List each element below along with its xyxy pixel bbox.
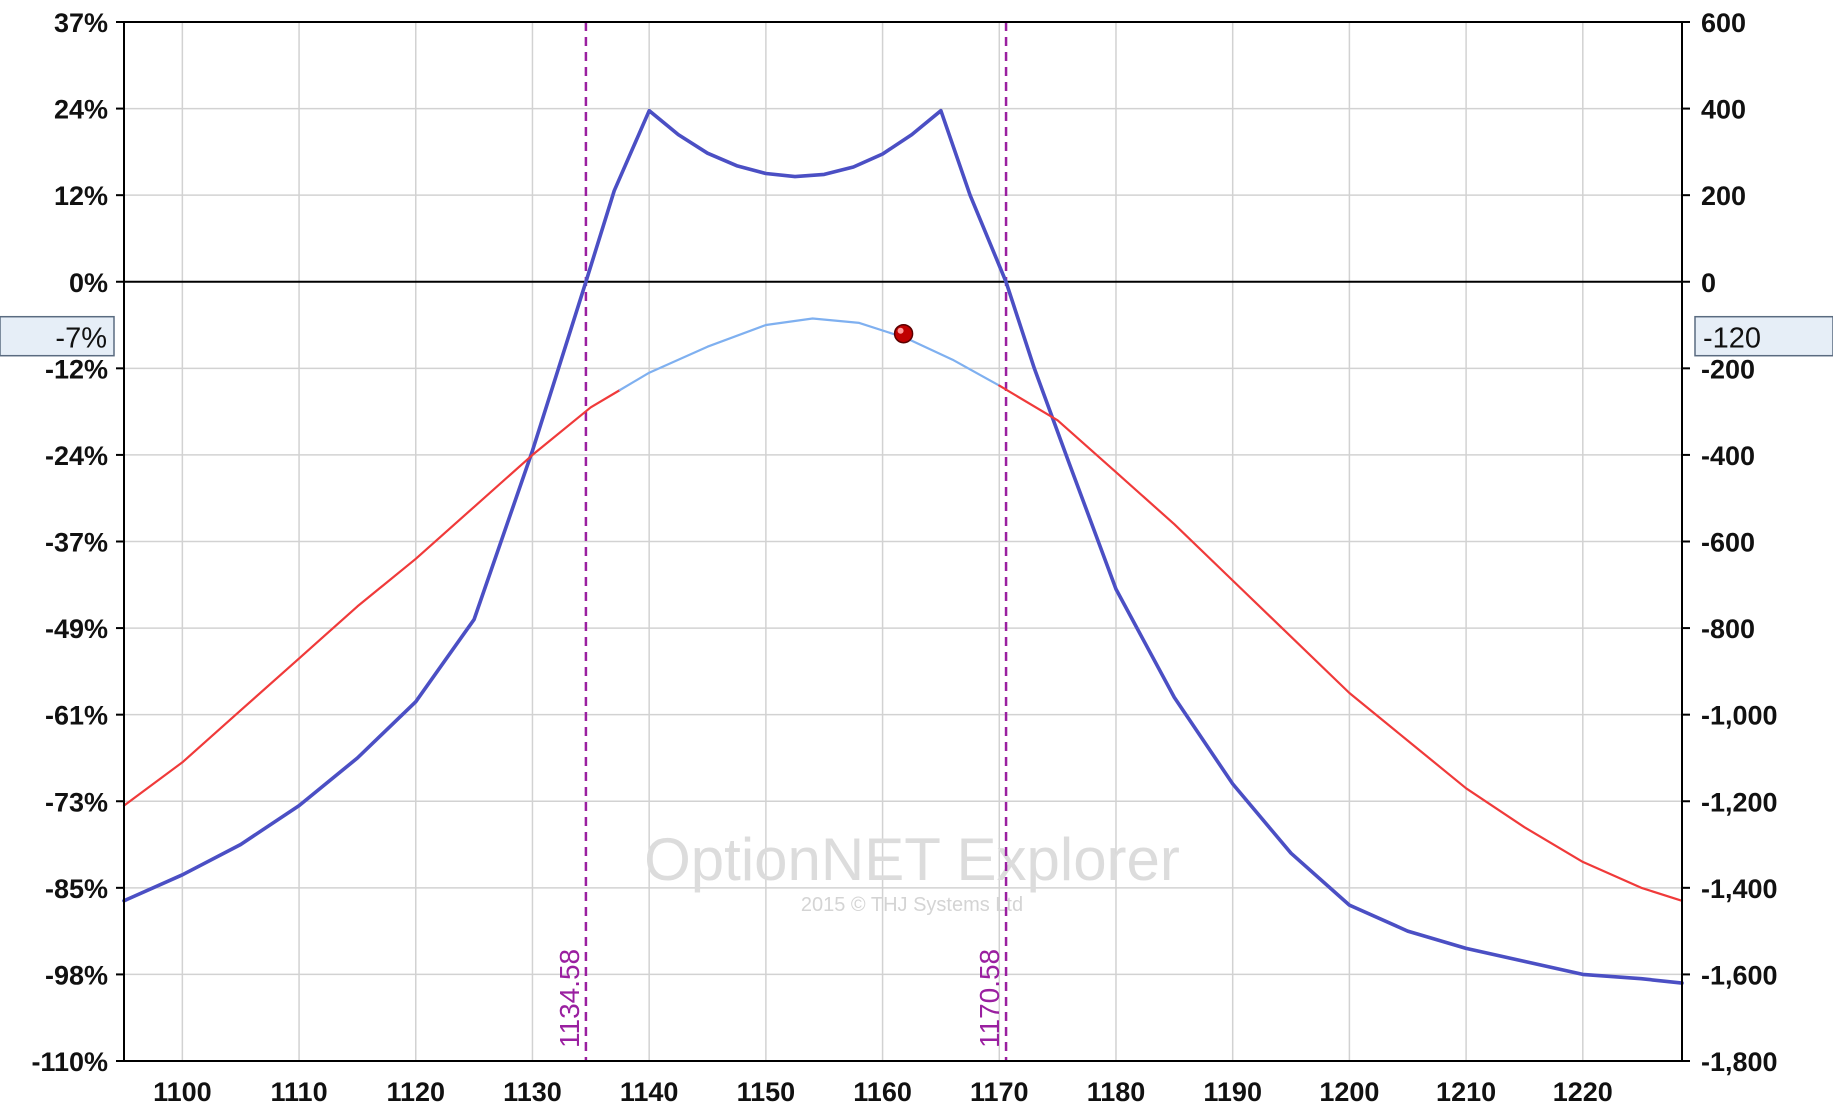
y-right-tick-label: 0 bbox=[1701, 268, 1716, 298]
y-left-tick-label: 0% bbox=[69, 268, 108, 298]
tick-labels: 1100 1110 1120 1130 1140 1150 1160 1170 1180 1190… bbox=[31, 8, 1777, 1107]
left-value-badge-text: -7% bbox=[55, 323, 107, 355]
series-layer bbox=[122, 108, 1684, 985]
y-right-tick-label: -1,200 bbox=[1701, 787, 1778, 817]
y-left-tick-label: -98% bbox=[45, 960, 108, 990]
x-tick-label: 1120 bbox=[386, 1077, 445, 1107]
x-tick-label: 1180 bbox=[1087, 1077, 1146, 1107]
y-right-tick-label: -1,000 bbox=[1701, 701, 1778, 731]
value-badges: -7% -120 bbox=[0, 315, 1833, 357]
y-right-tick-label: 400 bbox=[1701, 95, 1746, 125]
y-right-tick-label: -1,800 bbox=[1701, 1047, 1778, 1077]
y-left-tick-label: -24% bbox=[45, 441, 108, 471]
plot-frame bbox=[116, 21, 1690, 1062]
y-right-tick-label: -400 bbox=[1701, 441, 1755, 471]
y-right-tick-label: 600 bbox=[1701, 8, 1746, 38]
series-line-today-outer-right bbox=[998, 384, 1684, 902]
y-right-tick-label: -1,600 bbox=[1701, 960, 1778, 990]
x-tick-label: 1220 bbox=[1553, 1077, 1613, 1107]
x-tick-label: 1210 bbox=[1436, 1077, 1496, 1107]
series-line-today-inner bbox=[618, 317, 1001, 392]
watermark-title: OptionNET Explorer bbox=[644, 826, 1180, 893]
y-right-tick-label: -1,400 bbox=[1701, 874, 1778, 904]
right-value-badge bbox=[1694, 315, 1833, 357]
series-line-expiration bbox=[122, 108, 1684, 985]
x-tick-label: 1150 bbox=[737, 1077, 796, 1107]
breakeven-label: 1170.58 bbox=[974, 949, 1005, 1048]
breakeven-label: 1134.58 bbox=[554, 949, 585, 1048]
right-value-badge-text: -120 bbox=[1703, 323, 1761, 355]
y-left-tick-label: 37% bbox=[54, 8, 108, 38]
y-right-tick-label: -600 bbox=[1701, 528, 1755, 558]
watermark-subtitle: 2015 © THJ Systems Ltd bbox=[801, 894, 1023, 916]
y-right-tick-label: 200 bbox=[1701, 181, 1746, 211]
watermark: OptionNET Explorer 2015 © THJ Systems Lt… bbox=[644, 826, 1180, 916]
x-tick-label: 1130 bbox=[503, 1077, 562, 1107]
y-right-tick-label: -200 bbox=[1701, 354, 1755, 384]
y-left-tick-label: -85% bbox=[45, 874, 108, 904]
y-left-tick-label: -37% bbox=[45, 528, 108, 558]
x-tick-label: 1170 bbox=[970, 1077, 1029, 1107]
y-left-tick-label: 24% bbox=[54, 95, 108, 125]
y-left-tick-label: 12% bbox=[54, 181, 108, 211]
x-tick-label: 1200 bbox=[1319, 1077, 1379, 1107]
x-tick-label: 1160 bbox=[853, 1077, 912, 1107]
marker-layer bbox=[893, 323, 914, 344]
x-tick-label: 1110 bbox=[271, 1077, 328, 1107]
current-price-marker-highlight bbox=[897, 327, 904, 334]
x-tick-label: 1190 bbox=[1203, 1077, 1262, 1107]
y-right-tick-label: -800 bbox=[1701, 614, 1755, 644]
x-tick-label: 1140 bbox=[620, 1077, 679, 1107]
x-tick-label: 1100 bbox=[153, 1077, 212, 1107]
plot-border bbox=[123, 21, 1683, 1062]
y-left-tick-label: -12% bbox=[45, 354, 108, 384]
y-left-tick-label: -110% bbox=[31, 1047, 108, 1077]
current-price-marker bbox=[893, 323, 914, 344]
left-value-badge bbox=[0, 315, 115, 357]
y-left-tick-label: -73% bbox=[45, 787, 108, 817]
y-left-tick-label: -61% bbox=[45, 701, 108, 731]
breakeven-layer: 1134.58 1170.58 bbox=[554, 22, 1008, 1061]
series-line-today-outer bbox=[122, 388, 622, 807]
y-left-tick-label: -49% bbox=[45, 614, 108, 644]
